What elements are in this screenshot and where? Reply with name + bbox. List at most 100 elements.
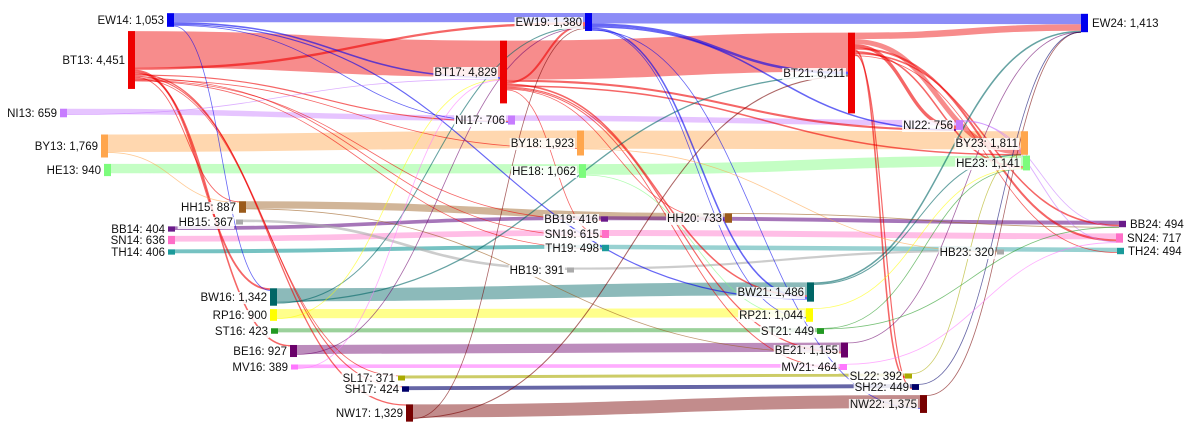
node-label-background bbox=[232, 346, 288, 358]
node-hb23: HB23: 320 bbox=[938, 247, 1004, 259]
flow-link-be21-ew24 bbox=[847, 31, 1082, 344]
node-bar-bt13 bbox=[128, 31, 135, 89]
node-bar-ew19 bbox=[585, 13, 592, 31]
node-label-background bbox=[848, 399, 918, 411]
node-label-ew14: EW14: 1,053 bbox=[98, 15, 164, 27]
flow-link-ew19-ew24 bbox=[591, 13, 1082, 25]
node-label-background bbox=[514, 17, 583, 29]
node-label-by18: BY18: 1,923 bbox=[511, 138, 574, 150]
flow-link-bt13-ew19 bbox=[134, 22, 586, 70]
flow-link-bb14-bb19 bbox=[174, 216, 602, 231]
flow-link-mv16-bt17 bbox=[297, 80, 501, 369]
flow-link-rp21-he23 bbox=[812, 167, 1024, 310]
node-label-he23: HE23: 1,141 bbox=[956, 158, 1020, 170]
node-label-background bbox=[199, 292, 268, 304]
node-label-background bbox=[773, 345, 839, 357]
node-th14: TH14: 406 bbox=[110, 247, 175, 259]
flow-link-bt21-sl22 bbox=[854, 49, 906, 379]
node-label-th24: TH24: 494 bbox=[1128, 246, 1182, 258]
node-label-th14: TH14: 406 bbox=[111, 247, 165, 259]
flow-link-ew19-ni22 bbox=[591, 26, 957, 131]
node-label-sn24: SN24: 717 bbox=[1127, 233, 1181, 245]
node-bt21: BT21: 6,211 bbox=[782, 32, 855, 114]
node-label-he18: HE18: 1,062 bbox=[512, 166, 576, 178]
node-label-background bbox=[341, 373, 396, 385]
node-sn24: SN24: 717 bbox=[1116, 233, 1183, 245]
node-bar-bt21 bbox=[848, 32, 855, 114]
node-bt17: BT17: 4,829 bbox=[433, 40, 507, 104]
node-ni17: NI17: 706 bbox=[454, 115, 515, 127]
node-mv21: MV21: 464 bbox=[780, 362, 847, 374]
node-nw17: NW17: 1,329 bbox=[334, 404, 413, 422]
flow-link-bt17-bw21 bbox=[506, 83, 808, 297]
flow-link-nw17-bt21 bbox=[412, 75, 849, 419]
node-bar-hb19 bbox=[567, 267, 574, 273]
flow-link-bt13-sn19 bbox=[134, 77, 603, 238]
node-label-background bbox=[6, 108, 58, 120]
node-bar-sn24 bbox=[1116, 233, 1123, 243]
node-bar-bb14 bbox=[168, 226, 175, 232]
node-he13: HE13: 940 bbox=[45, 163, 111, 177]
node-bar-nw17 bbox=[406, 404, 413, 422]
node-bar-hb15 bbox=[236, 219, 243, 225]
node-bar-be16 bbox=[290, 344, 297, 358]
node-label-background bbox=[33, 141, 99, 153]
flow-link-ew14-ni17 bbox=[173, 24, 509, 123]
node-label-bt13: BT13: 4,451 bbox=[62, 55, 125, 67]
node-bar-he13 bbox=[104, 163, 111, 177]
flow-link-bt13-by18 bbox=[134, 79, 578, 149]
node-label-background bbox=[544, 243, 600, 255]
node-bar-ew24 bbox=[1081, 13, 1088, 33]
node-bar-hh20 bbox=[725, 213, 732, 223]
node-label-ni13: NI13: 659 bbox=[7, 108, 57, 120]
node-label-th19: TH19: 498 bbox=[545, 243, 599, 255]
node-bar-ew14 bbox=[167, 13, 174, 27]
node-sl22: SL22: 392 bbox=[848, 371, 912, 383]
node-bb24: BB24: 494 bbox=[1119, 219, 1186, 231]
node-bar-bw16 bbox=[270, 288, 277, 306]
flow-link-by18-hb23 bbox=[583, 148, 998, 253]
node-mv16: MV16: 389 bbox=[231, 362, 298, 374]
flow-link-ew14-bw16 bbox=[173, 25, 271, 291]
flow-link-nw17-ew19 bbox=[412, 28, 586, 420]
node-bar-ni22 bbox=[956, 120, 963, 130]
flow-link-ew19-rp21 bbox=[591, 29, 807, 319]
flow-link-rp16-bt17 bbox=[276, 79, 501, 320]
node-bb14: BB14: 404 bbox=[110, 224, 175, 236]
flow-link-ni13-bt17 bbox=[66, 78, 501, 115]
node-label-hh20: HH20: 733 bbox=[667, 213, 722, 225]
flow-link-bt21-ew24 bbox=[854, 24, 1082, 40]
node-bar-st16 bbox=[271, 328, 278, 334]
node-bar-be21 bbox=[841, 342, 848, 358]
node-bar-th14 bbox=[168, 249, 175, 255]
node-label-ew24: EW24: 1,413 bbox=[1092, 18, 1158, 30]
node-label-background bbox=[509, 138, 575, 150]
node-bar-he23 bbox=[1023, 155, 1030, 171]
node-bar-sn14 bbox=[168, 235, 175, 245]
node-label-background bbox=[433, 67, 498, 79]
node-bar-bb19 bbox=[601, 216, 608, 222]
node-ni22: NI22: 756 bbox=[902, 120, 963, 132]
node-hb15: HB15: 367 bbox=[177, 217, 243, 229]
flow-link-bw16-bt21 bbox=[276, 74, 849, 303]
flow-link-ni17-ni22 bbox=[514, 115, 957, 126]
node-label-background bbox=[1126, 233, 1183, 245]
node-label-hb15: HB15: 367 bbox=[179, 217, 233, 229]
node-label-bb19: BB19: 416 bbox=[544, 214, 598, 226]
node-label-bw16: BW16: 1,342 bbox=[201, 292, 267, 304]
flow-nodes: EW14: 1,053 BT13: 4,451 NI13: 659 BY13: 1,7… bbox=[6, 13, 1186, 422]
flow-link-bt13-hh15 bbox=[134, 76, 240, 203]
node-label-background bbox=[180, 202, 237, 214]
flow-link-hb19-hb23 bbox=[573, 249, 998, 270]
node-bar-mv16 bbox=[291, 364, 298, 370]
node-bar-nw22 bbox=[920, 395, 927, 413]
node-label-sn14: SN14: 636 bbox=[111, 235, 165, 247]
node-bar-sl17 bbox=[398, 375, 405, 381]
node-bar-sl22 bbox=[905, 373, 912, 379]
node-bar-sh17 bbox=[402, 386, 409, 392]
flow-link-bt21-th24 bbox=[854, 55, 1118, 253]
flow-link-hh15-hh20 bbox=[245, 201, 726, 221]
node-bar-mv21 bbox=[840, 363, 847, 371]
node-label-background bbox=[96, 15, 165, 27]
